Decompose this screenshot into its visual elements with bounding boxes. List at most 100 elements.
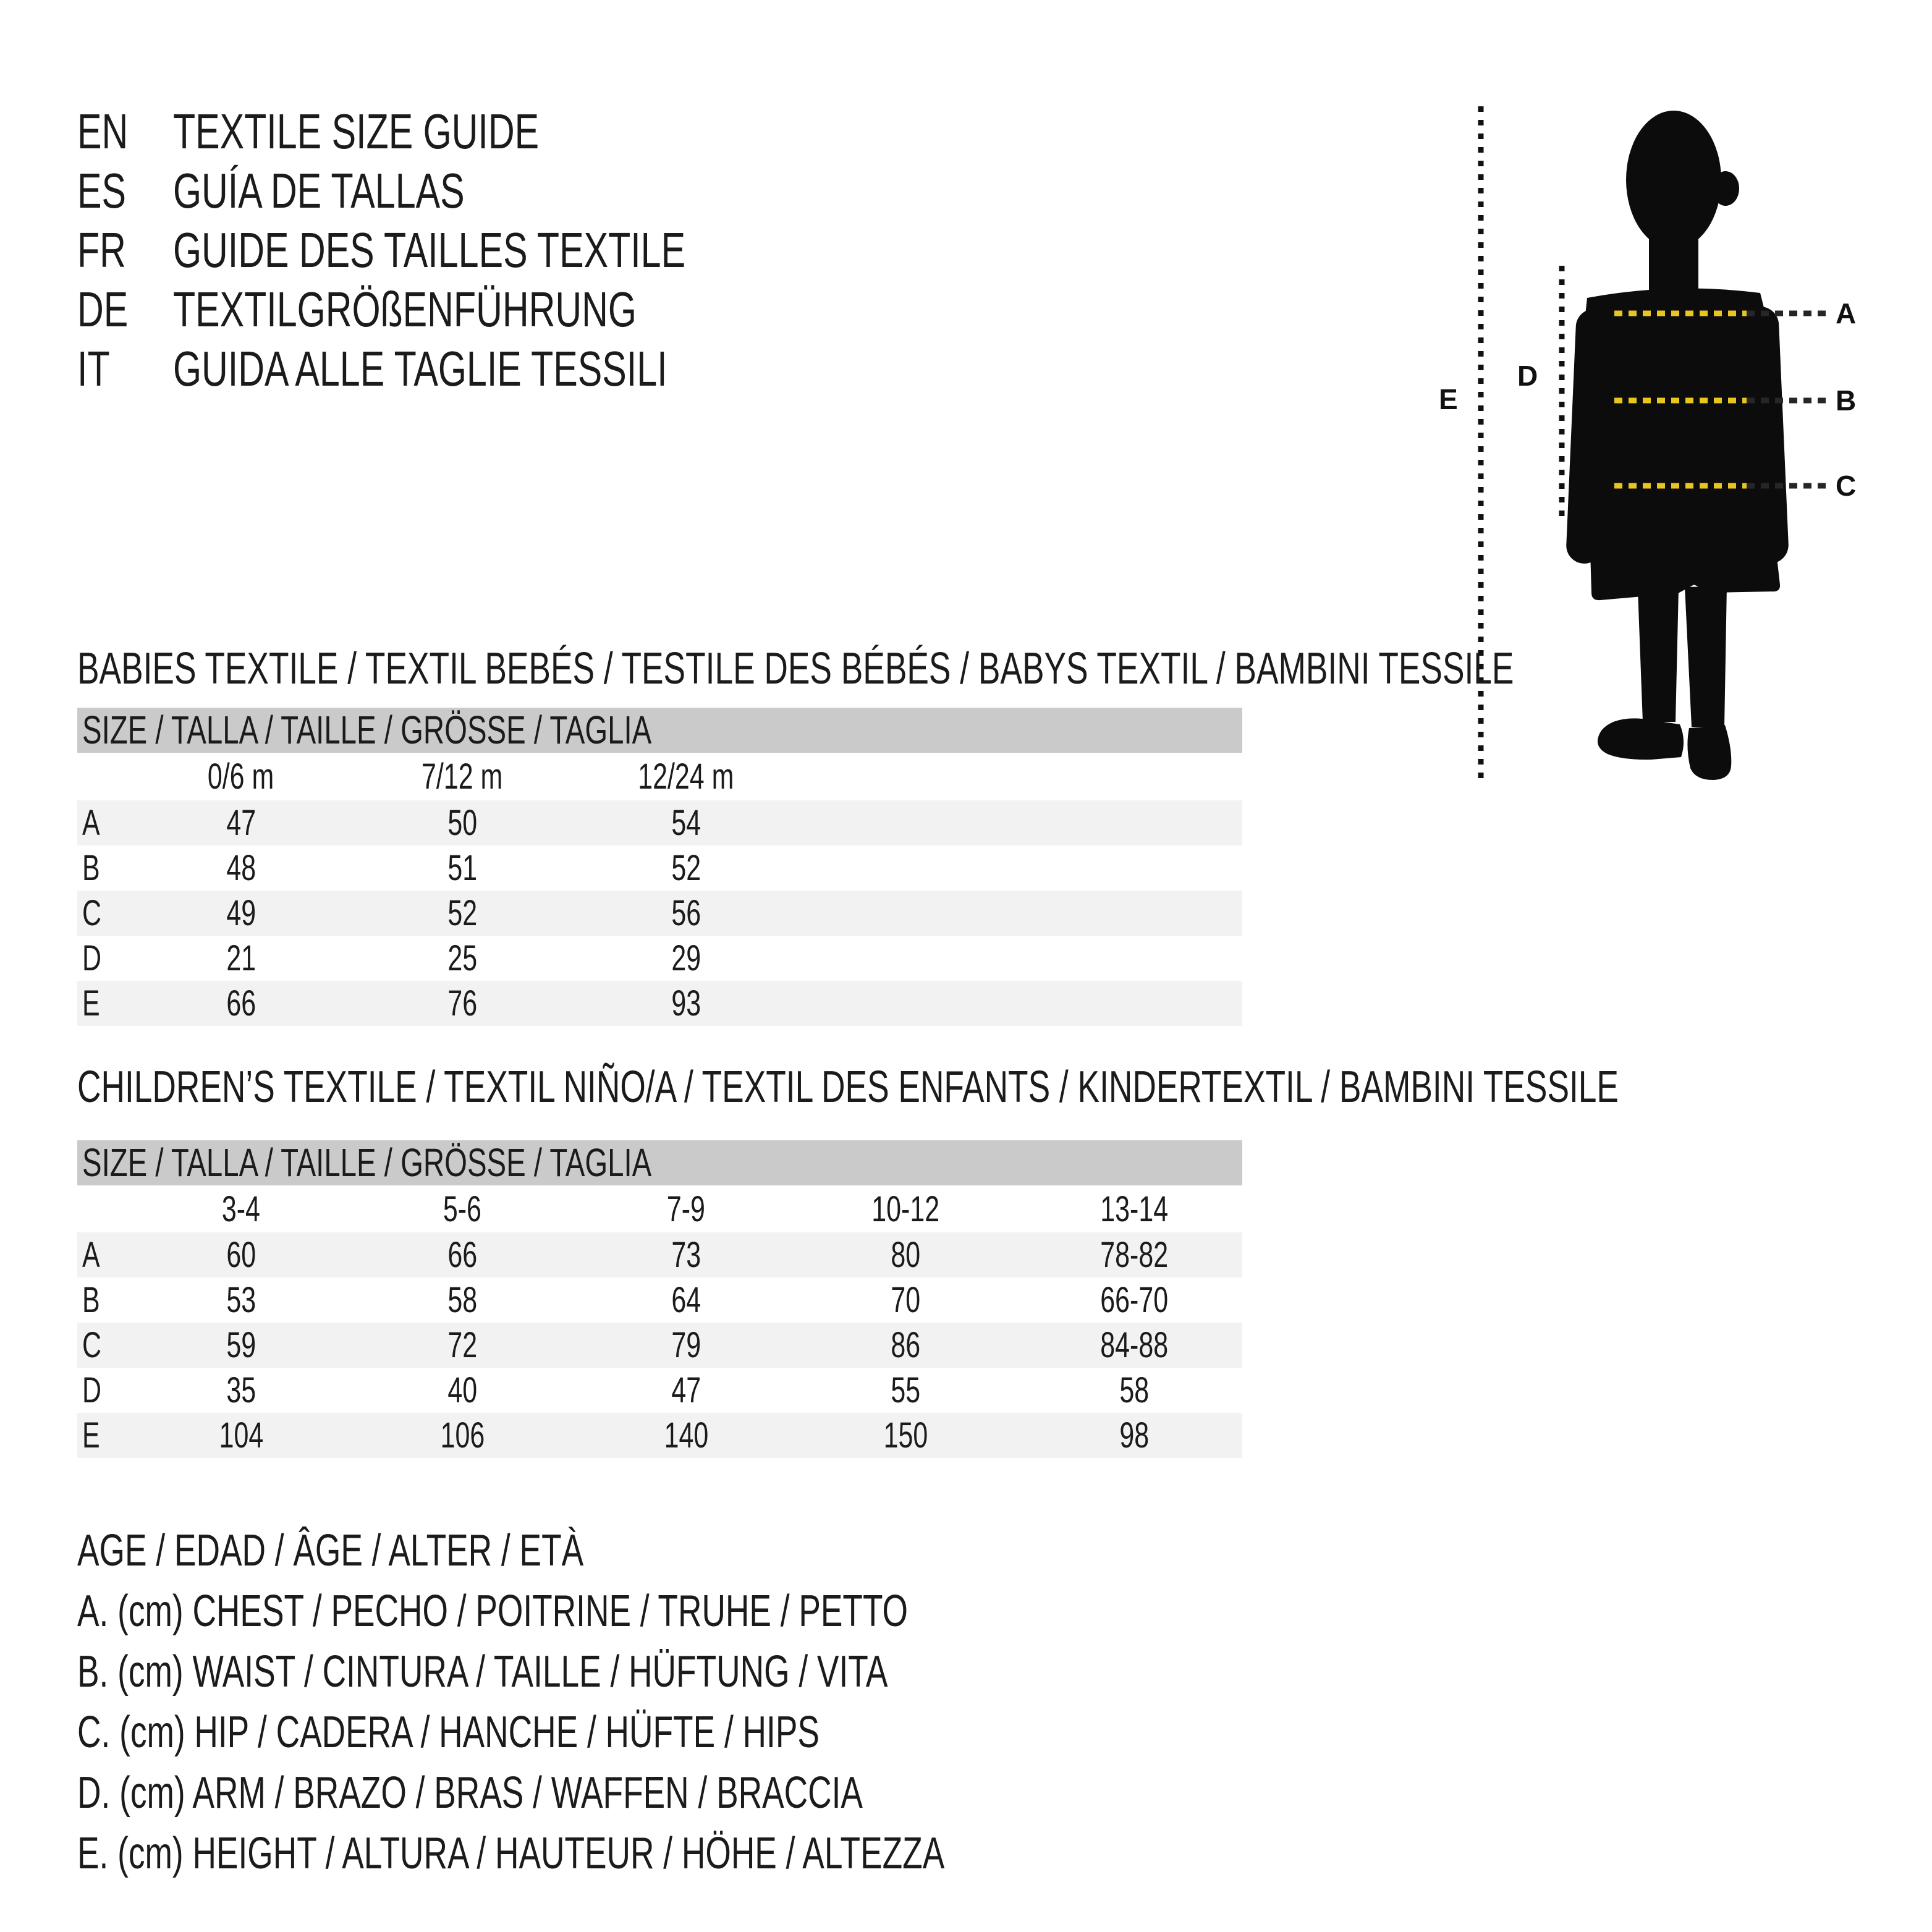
- table-cell: 59: [226, 1325, 256, 1365]
- table-cell: 66-70: [1100, 1280, 1168, 1320]
- table-row: B 53 58 64 70 66-70: [77, 1277, 1242, 1323]
- table-cell: 60: [226, 1235, 256, 1275]
- row-label: E: [82, 1415, 100, 1455]
- table-cell: 52: [671, 848, 701, 888]
- table-row: A 47 50 54: [77, 800, 1242, 845]
- guide-title: TEXTILGRÖßENFÜHRUNG: [173, 282, 637, 337]
- children-size-header-bar: SIZE / TALLA / TAILLE / GRÖSSE / TAGLIA: [77, 1140, 1242, 1185]
- table-row: D 21 25 29: [77, 936, 1242, 981]
- babies-column-header-row: 0/6 m 7/12 m 12/24 m: [77, 753, 1242, 800]
- legend-line-age: AGE / EDAD / ÂGE / ALTER / ETÀ: [77, 1526, 584, 1575]
- babies-section-heading: BABIES TEXTILE / TEXTIL BEBÉS / TESTILE …: [77, 644, 1514, 693]
- table-cell: 66: [226, 983, 256, 1023]
- table-cell: 21: [226, 938, 256, 978]
- language-code: FR: [77, 222, 126, 278]
- guide-title: GUIDE DES TAILLES TEXTILE: [173, 222, 686, 278]
- table-cell: 54: [671, 803, 701, 843]
- legend-line-height: E. (cm) HEIGHT / ALTURA / HAUTEUR / HÖHE…: [77, 1829, 945, 1878]
- table-row: D 35 40 47 55 58: [77, 1368, 1242, 1413]
- table-cell: 86: [891, 1325, 920, 1365]
- language-code: DE: [77, 282, 129, 337]
- table-cell: 52: [447, 893, 477, 933]
- table-cell: 70: [891, 1280, 920, 1320]
- children-section-heading: CHILDREN’S TEXTILE / TEXTIL NIÑO/A / TEX…: [77, 1062, 1619, 1112]
- table-cell: 150: [883, 1415, 928, 1455]
- table-cell: 51: [447, 848, 477, 888]
- language-code: IT: [77, 341, 110, 396]
- table-row: E 66 76 93: [77, 981, 1242, 1026]
- row-label: A: [82, 1235, 100, 1275]
- hip-measure-line-C: C: [1614, 470, 1856, 502]
- column-header: 3-4: [221, 1189, 261, 1229]
- child-silhouette-icon: [1566, 111, 1789, 780]
- table-cell: 58: [1119, 1370, 1149, 1410]
- column-header: 13-14: [1100, 1189, 1168, 1229]
- row-label: D: [82, 1370, 101, 1410]
- table-cell: 72: [447, 1325, 477, 1365]
- column-header: 10-12: [871, 1189, 939, 1229]
- row-label: A: [82, 803, 100, 843]
- table-cell: 78-82: [1100, 1235, 1168, 1275]
- table-row: A 60 66 73 80 78-82: [77, 1232, 1242, 1277]
- table-cell: 25: [447, 938, 477, 978]
- guide-title: GUIDA ALLE TAGLIE TESSILI: [173, 341, 667, 396]
- figure-label-D: D: [1517, 360, 1538, 392]
- table-cell: 29: [671, 938, 701, 978]
- language-code: EN: [77, 104, 129, 159]
- size-header-label: SIZE / TALLA / TAILLE / GRÖSSE / TAGLIA: [82, 708, 652, 752]
- table-cell: 35: [226, 1370, 256, 1410]
- table-cell: 93: [671, 983, 701, 1023]
- chest-measure-line-A: A: [1614, 297, 1856, 329]
- child-measurement-figure: E D A B: [1439, 106, 1856, 780]
- table-row: E 104 106 140 150 98: [77, 1413, 1242, 1458]
- table-cell: 56: [671, 893, 701, 933]
- babies-size-header-bar: SIZE / TALLA / TAILLE / GRÖSSE / TAGLIA: [77, 708, 1242, 753]
- figure-label-C: C: [1836, 470, 1856, 502]
- size-header-label: SIZE / TALLA / TAILLE / GRÖSSE / TAGLIA: [82, 1140, 652, 1185]
- table-cell: 80: [891, 1235, 920, 1275]
- figure-label-A: A: [1836, 297, 1856, 329]
- column-header: 7-9: [666, 1189, 706, 1229]
- table-cell: 104: [219, 1415, 263, 1455]
- figure-label-B: B: [1836, 384, 1856, 417]
- table-cell: 79: [671, 1325, 701, 1365]
- table-cell: 49: [226, 893, 256, 933]
- table-cell: 47: [226, 803, 256, 843]
- row-label: B: [82, 848, 100, 888]
- table-cell: 48: [226, 848, 256, 888]
- legend-line-chest: A. (cm) CHEST / PECHO / POITRINE / TRUHE…: [77, 1587, 909, 1636]
- children-column-header-row: 3-4 5-6 7-9 10-12 13-14: [77, 1185, 1242, 1232]
- column-header: 0/6 m: [208, 756, 274, 797]
- legend-line-arm: D. (cm) ARM / BRAZO / BRAS / WAFFEN / BR…: [77, 1768, 863, 1818]
- table-cell: 66: [447, 1235, 477, 1275]
- waist-measure-line-B: B: [1614, 384, 1856, 417]
- row-label: C: [82, 1325, 101, 1365]
- row-label: E: [82, 983, 100, 1023]
- table-row: C 59 72 79 86 84-88: [77, 1323, 1242, 1368]
- table-cell: 50: [447, 803, 477, 843]
- table-row: B 48 51 52: [77, 845, 1242, 891]
- table-cell: 76: [447, 983, 477, 1023]
- column-header: 7/12 m: [422, 756, 503, 797]
- language-code: ES: [77, 163, 126, 218]
- table-cell: 98: [1119, 1415, 1149, 1455]
- column-header: 5-6: [443, 1189, 482, 1229]
- table-cell: 73: [671, 1235, 701, 1275]
- table-cell: 58: [447, 1280, 477, 1320]
- guide-title: GUÍA DE TALLAS: [173, 163, 465, 218]
- table-cell: 140: [664, 1415, 708, 1455]
- column-header: 12/24 m: [638, 756, 734, 797]
- table-cell: 40: [447, 1370, 477, 1410]
- table-cell: 106: [440, 1415, 485, 1455]
- legend-line-waist: B. (cm) WAIST / CINTURA / TAILLE / HÜFTU…: [77, 1647, 888, 1697]
- row-label: D: [82, 938, 101, 978]
- legend-line-hip: C. (cm) HIP / CADERA / HANCHE / HÜFTE / …: [77, 1708, 820, 1757]
- table-cell: 53: [226, 1280, 256, 1320]
- table-row: C 49 52 56: [77, 891, 1242, 936]
- row-label: B: [82, 1280, 100, 1320]
- table-cell: 64: [671, 1280, 701, 1320]
- table-cell: 55: [891, 1370, 920, 1410]
- figure-label-E: E: [1439, 383, 1458, 415]
- table-cell: 84-88: [1100, 1325, 1168, 1365]
